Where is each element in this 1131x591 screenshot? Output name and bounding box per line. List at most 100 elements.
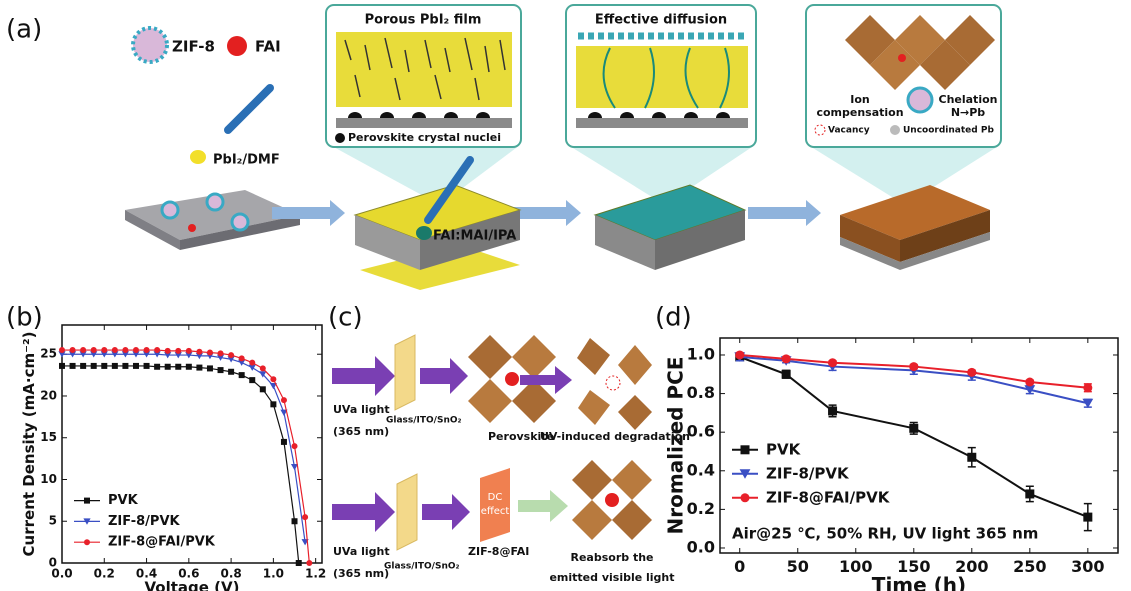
diffusion-path xyxy=(602,47,730,109)
marker xyxy=(291,518,298,525)
substrate xyxy=(336,118,512,128)
marker xyxy=(174,352,182,359)
marker xyxy=(259,386,266,393)
x-tick-label: 0.8 xyxy=(220,566,241,580)
substrate xyxy=(655,210,745,270)
marker xyxy=(90,347,97,354)
x-tick-label: 200 xyxy=(955,557,988,576)
y-axis-title: Nromalized PCE xyxy=(663,357,687,535)
light-arrow xyxy=(332,356,395,396)
label: Reabsorb the xyxy=(570,551,653,564)
label: Ion xyxy=(850,93,869,106)
marker xyxy=(164,363,171,370)
annotation: Air@25 ℃, 50% RH, UV light 365 nm xyxy=(732,524,1038,542)
marker xyxy=(100,351,108,358)
marker xyxy=(111,347,118,354)
substrate xyxy=(355,215,420,270)
light-arrow xyxy=(422,494,470,530)
x-tick-label: 0.0 xyxy=(51,566,72,580)
y-tick-label: 0.6 xyxy=(687,422,715,441)
marker xyxy=(781,354,791,364)
marker xyxy=(1025,377,1035,387)
marker xyxy=(153,351,161,358)
legend-marker xyxy=(84,539,90,546)
marker xyxy=(1025,489,1035,499)
x-tick-label: 0.4 xyxy=(136,566,157,580)
panel-label: (d) xyxy=(655,303,692,333)
label: Perovskite xyxy=(488,430,554,443)
octahedron xyxy=(612,460,652,500)
marker xyxy=(249,377,256,384)
legend-marker xyxy=(740,445,750,455)
marker xyxy=(185,347,192,354)
arrow xyxy=(508,200,581,226)
octahedron xyxy=(512,335,556,379)
marker xyxy=(196,348,203,355)
octahedron xyxy=(920,40,970,90)
panel-label: (a) xyxy=(6,15,42,45)
glass xyxy=(396,473,418,551)
marker xyxy=(909,362,919,372)
legend-marker xyxy=(740,493,750,503)
marker xyxy=(195,352,203,360)
panel-label: (b) xyxy=(6,303,43,333)
octahedron xyxy=(618,395,652,430)
marker xyxy=(238,372,245,379)
label: emitted visible light xyxy=(549,571,674,584)
marker xyxy=(68,351,77,358)
marker xyxy=(238,359,246,366)
fai-icon xyxy=(605,493,619,507)
marker xyxy=(59,347,65,354)
octahedron xyxy=(612,500,652,540)
octahedron xyxy=(578,390,610,425)
nuclei xyxy=(588,112,730,118)
film xyxy=(576,46,748,108)
marker xyxy=(121,351,130,358)
caption: Perovskite crystal nuclei xyxy=(348,131,501,144)
marker xyxy=(79,351,87,358)
marker xyxy=(206,365,213,372)
fai-icon xyxy=(505,372,519,386)
marker xyxy=(735,350,745,360)
legend-label: ZIF-8/PVK xyxy=(766,464,850,482)
y-tick-label: 5 xyxy=(49,514,57,528)
label: ZIF-8 xyxy=(172,38,215,56)
marker xyxy=(122,347,129,354)
label: Uncoordinated Pb xyxy=(903,126,994,136)
marker xyxy=(1082,398,1094,409)
y-tick-label: 20 xyxy=(40,388,57,402)
arrow xyxy=(748,200,821,226)
marker xyxy=(291,443,298,450)
x-tick-label: 250 xyxy=(1013,557,1046,576)
film xyxy=(336,32,512,107)
y-tick-label: 0.8 xyxy=(687,383,715,402)
marker xyxy=(217,367,224,374)
legend-marker xyxy=(83,518,91,525)
light-arrow xyxy=(420,358,468,394)
y-tick-label: 10 xyxy=(40,472,57,486)
label: Glass/ITO/SnO₂ xyxy=(386,416,462,426)
label: UV-induced degradation xyxy=(540,430,690,443)
x-tick-label: 0.6 xyxy=(178,566,199,580)
substrate xyxy=(125,210,180,250)
marker xyxy=(206,349,213,356)
octahedron xyxy=(618,345,652,385)
inset-title: Effective diffusion xyxy=(595,13,727,28)
marker xyxy=(290,463,299,471)
marker xyxy=(1024,385,1036,395)
y-tick-label: 15 xyxy=(40,430,57,444)
octahedron xyxy=(577,338,610,375)
substrate xyxy=(420,210,520,270)
octahedron xyxy=(572,460,612,500)
projection xyxy=(808,145,1000,205)
marker xyxy=(248,364,256,371)
marker xyxy=(909,423,919,433)
marker xyxy=(132,362,139,369)
label: Glass/ITO/SnO₂ xyxy=(384,562,460,572)
series-line xyxy=(62,353,306,543)
arrow xyxy=(272,200,345,226)
x-tick-label: 1.0 xyxy=(263,566,284,580)
marker xyxy=(228,368,235,375)
light-arrow xyxy=(332,492,395,532)
